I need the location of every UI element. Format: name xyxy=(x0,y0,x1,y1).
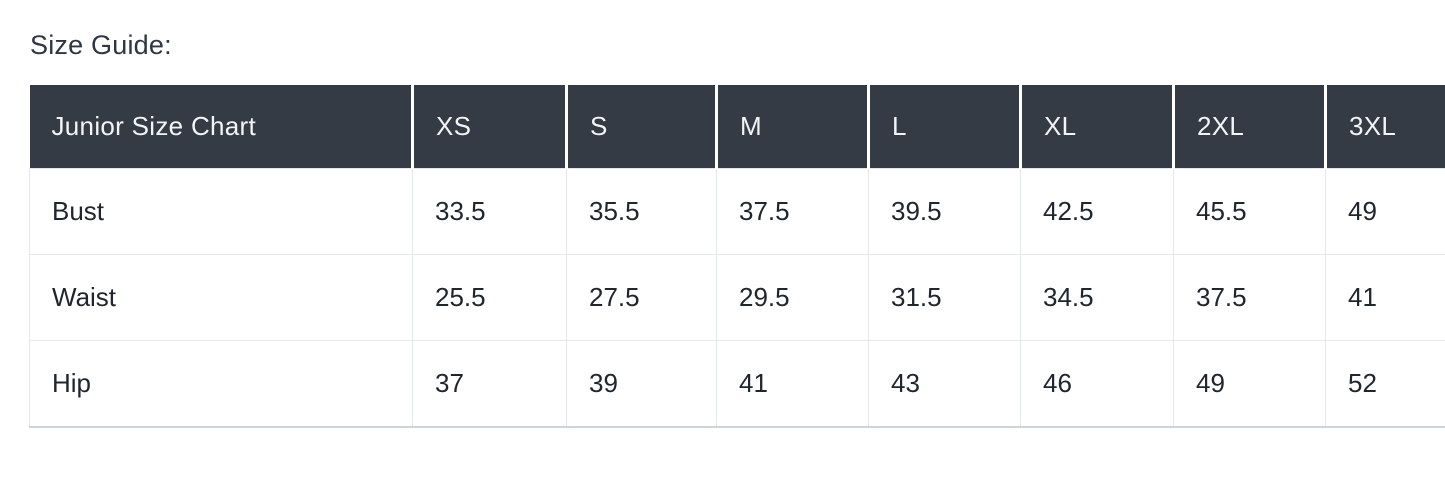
table-header-size-xs: XS xyxy=(412,85,568,169)
table-header-size-3xl: 3XL xyxy=(1325,85,1445,169)
bust-xl-cell: 42.5 xyxy=(1020,168,1174,255)
table-header-title: Junior Size Chart xyxy=(29,85,414,169)
table-row-hip: Hip 37 39 41 43 46 49 52 xyxy=(29,340,1445,428)
hip-s-cell: 39 xyxy=(566,340,717,428)
waist-xl-cell: 34.5 xyxy=(1020,254,1174,341)
table-header-size-m: M xyxy=(716,85,870,169)
waist-2xl-cell: 37.5 xyxy=(1173,254,1326,341)
bust-s-cell: 35.5 xyxy=(566,168,717,255)
page-title: Size Guide: xyxy=(30,30,172,60)
hip-l-cell: 43 xyxy=(868,340,1021,428)
hip-3xl-cell: 52 xyxy=(1325,340,1445,428)
bust-2xl-cell: 45.5 xyxy=(1173,168,1326,255)
table-header-row: Junior Size Chart XS S M L XL 2XL 3XL xyxy=(29,85,1445,169)
junior-size-chart-table: Junior Size Chart XS S M L XL 2XL 3XL Bu… xyxy=(29,85,1445,428)
bust-3xl-cell: 49 xyxy=(1325,168,1445,255)
hip-m-cell: 41 xyxy=(716,340,869,428)
waist-m-cell: 29.5 xyxy=(716,254,869,341)
waist-s-cell: 27.5 xyxy=(566,254,717,341)
table-row-bust: Bust 33.5 35.5 37.5 39.5 42.5 45.5 49 xyxy=(29,168,1445,255)
hip-xl-cell: 46 xyxy=(1020,340,1174,428)
table-header-size-s: S xyxy=(566,85,718,169)
bust-xs-cell: 33.5 xyxy=(412,168,567,255)
row-label-bust: Bust xyxy=(29,168,413,255)
row-label-hip: Hip xyxy=(29,340,413,428)
table-header-size-2xl: 2XL xyxy=(1173,85,1327,169)
bust-l-cell: 39.5 xyxy=(868,168,1021,255)
row-label-waist: Waist xyxy=(29,254,413,341)
waist-l-cell: 31.5 xyxy=(868,254,1021,341)
waist-xs-cell: 25.5 xyxy=(412,254,567,341)
waist-3xl-cell: 41 xyxy=(1325,254,1445,341)
hip-2xl-cell: 49 xyxy=(1173,340,1326,428)
table-header-size-xl: XL xyxy=(1020,85,1175,169)
table-header-size-l: L xyxy=(868,85,1022,169)
table-row-waist: Waist 25.5 27.5 29.5 31.5 34.5 37.5 41 xyxy=(29,254,1445,341)
bust-m-cell: 37.5 xyxy=(716,168,869,255)
hip-xs-cell: 37 xyxy=(412,340,567,428)
